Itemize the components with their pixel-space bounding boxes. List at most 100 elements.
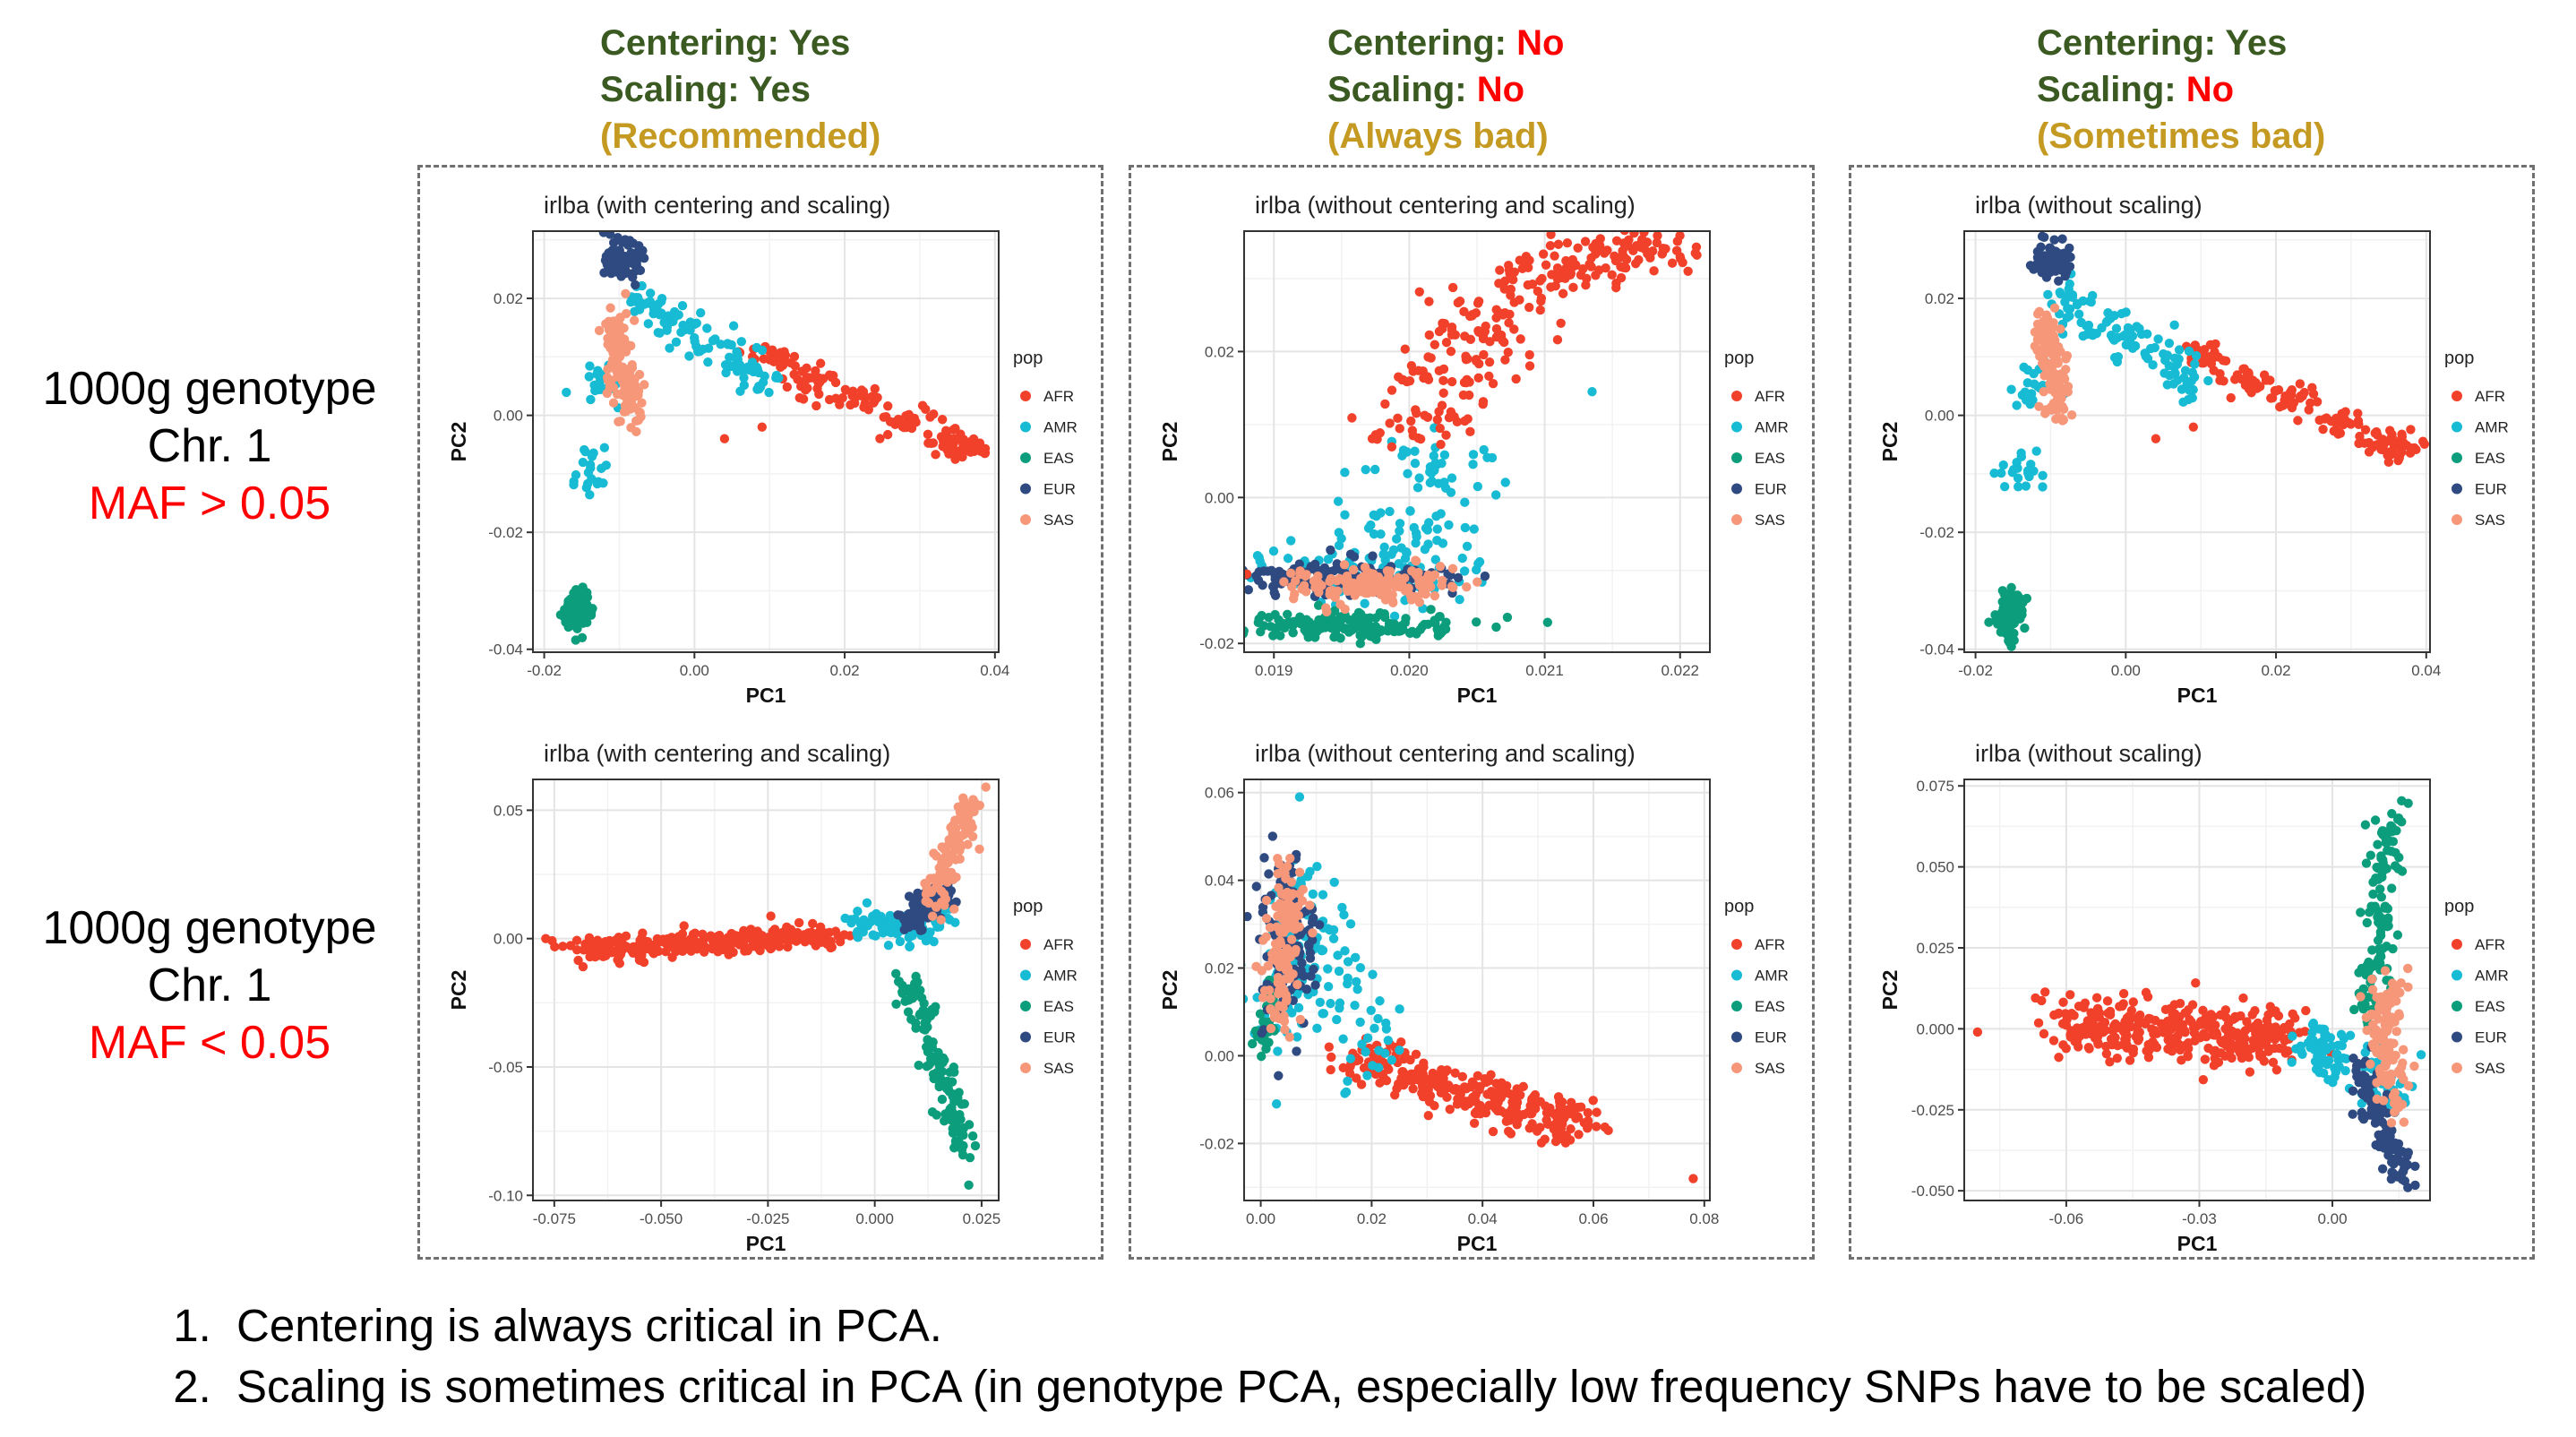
data-point-afr — [1601, 263, 1610, 273]
data-point-eur — [1244, 585, 1253, 595]
data-point-afr — [1481, 1107, 1491, 1118]
data-point-afr — [2156, 1019, 2167, 1028]
data-point-amr — [1294, 792, 1305, 802]
data-point-afr — [1631, 259, 1641, 269]
data-point-afr — [2198, 1074, 2209, 1085]
data-point-afr — [2387, 429, 2397, 440]
data-point-eas — [911, 986, 921, 996]
data-point-amr — [1989, 468, 1999, 478]
data-point-amr — [1360, 598, 1370, 608]
data-point-amr — [1355, 962, 1366, 973]
data-point-sas — [2403, 982, 2413, 992]
data-point-amr — [2203, 375, 2213, 386]
data-point-afr — [2259, 370, 2270, 380]
frame-column-1 — [417, 165, 1103, 1260]
legend-label: AFR — [1043, 388, 1074, 405]
data-point-amr — [1414, 473, 1424, 483]
data-point-amr — [695, 307, 706, 318]
data-point-sas — [936, 915, 946, 925]
data-point-eur — [2398, 1157, 2409, 1167]
data-point-sas — [2048, 318, 2058, 328]
x-tick-label: 0.021 — [1525, 662, 1564, 679]
data-point-afr — [699, 947, 709, 957]
data-point-sas — [1421, 576, 1430, 586]
data-point-afr — [2143, 1039, 2153, 1050]
data-point-sas — [2030, 327, 2040, 337]
data-point-eur — [1345, 549, 1356, 559]
data-point-sas — [1271, 901, 1281, 912]
data-point-afr — [2163, 1044, 2173, 1054]
data-point-sas — [2034, 401, 2044, 411]
data-point-sas — [619, 340, 630, 350]
data-point-eur — [1221, 574, 1230, 583]
data-point-afr — [637, 933, 647, 942]
data-point-afr — [2198, 358, 2209, 368]
x-tick-label: -0.02 — [1958, 662, 1993, 679]
data-point-eur — [2403, 1148, 2413, 1157]
data-point-sas — [633, 415, 643, 426]
data-point-sas — [1408, 592, 1419, 603]
data-point-afr — [2230, 374, 2240, 384]
data-point-amr — [1405, 505, 1415, 516]
data-point-afr — [1478, 397, 1489, 407]
data-point-amr — [2187, 392, 2197, 403]
chart-title: irlba (without centering and scaling) — [1255, 192, 1636, 219]
data-point-amr — [2132, 322, 2142, 331]
data-point-afr — [2039, 1028, 2049, 1039]
data-point-sas — [2063, 387, 2073, 397]
data-point-afr — [794, 392, 804, 403]
data-point-afr — [1488, 1126, 1498, 1137]
data-point-afr — [765, 932, 776, 942]
data-point-eas — [2002, 589, 2012, 600]
data-point-amr — [2184, 346, 2194, 357]
row-label-chromosome: Chr. 1 — [147, 420, 272, 472]
data-point-afr — [2083, 1042, 2093, 1053]
data-point-amr — [2174, 345, 2185, 355]
x-tick-label: 0.019 — [1255, 662, 1293, 679]
data-point-eur — [2377, 1164, 2388, 1174]
data-point-sas — [1308, 928, 1318, 938]
data-point-afr — [757, 422, 768, 432]
data-point-amr — [774, 373, 784, 383]
data-point-sas — [1390, 577, 1400, 587]
data-point-eur — [1264, 869, 1274, 879]
data-point-sas — [1278, 915, 1288, 925]
data-point-afr — [1558, 1114, 1568, 1124]
data-point-sas — [2387, 985, 2398, 995]
data-point-afr — [1556, 1101, 1566, 1111]
data-point-afr — [1475, 1100, 1485, 1111]
data-point-afr — [835, 936, 846, 947]
data-point-sas — [2367, 974, 2377, 985]
data-point-afr — [2149, 1028, 2159, 1039]
y-tick-label: 0.000 — [1916, 1020, 1954, 1037]
centering-label: Centering: — [1327, 23, 1507, 63]
data-point-eas — [2370, 815, 2381, 825]
data-point-afr — [958, 439, 968, 449]
data-point-eas — [1344, 615, 1354, 625]
data-point-eur — [631, 280, 640, 290]
data-point-afr — [2238, 993, 2248, 1003]
data-point-amr — [2012, 400, 2022, 410]
data-point-amr — [2331, 1050, 2341, 1060]
data-point-afr — [2065, 990, 2075, 1000]
legend-marker-eas — [1731, 452, 1742, 463]
data-point-amr — [1474, 556, 1485, 567]
data-point-eur — [626, 248, 636, 258]
data-point-sas — [2356, 992, 2366, 1002]
data-point-eas — [897, 987, 907, 997]
data-point-eur — [2383, 1108, 2392, 1118]
data-point-afr — [2213, 1057, 2224, 1068]
data-point-sas — [1314, 578, 1324, 589]
data-point-sas — [1342, 583, 1352, 594]
legend-marker-eas — [1731, 1001, 1742, 1011]
data-point-afr — [2239, 1039, 2249, 1050]
data-point-afr — [1438, 323, 1447, 334]
data-point-sas — [619, 323, 629, 333]
data-point-afr — [1583, 1107, 1593, 1118]
data-point-afr — [1501, 1116, 1512, 1126]
data-point-amr — [657, 308, 666, 318]
data-point-afr — [1412, 409, 1421, 418]
data-point-amr — [1345, 919, 1356, 929]
data-point-afr — [1512, 1084, 1522, 1094]
legend-title: pop — [1013, 348, 1043, 368]
